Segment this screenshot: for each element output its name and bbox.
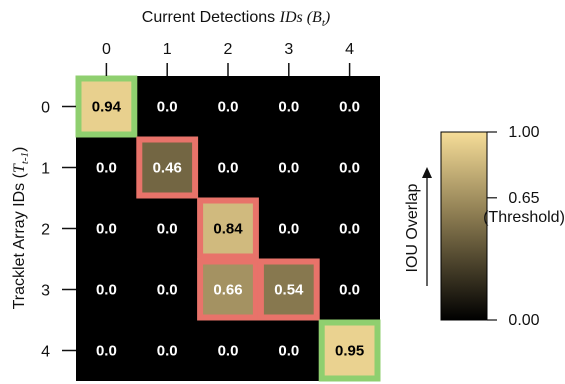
y-tick-label-2: 2 [41, 222, 50, 239]
cell-value-1-3: 0.0 [278, 160, 299, 177]
cell-value-3-4: 0.0 [339, 282, 360, 299]
colorbar-arrow-head [422, 167, 432, 178]
cell-value-2-2: 0.84 [213, 221, 243, 238]
cell-value-2-4: 0.0 [339, 221, 360, 238]
highlight-box-4-4 [318, 319, 381, 382]
cell-value-4-4: 0.95 [335, 343, 364, 360]
heatmap-cell-3-2 [197, 259, 259, 320]
colorbar [440, 131, 488, 321]
x-axis-ticks: 0 1 2 3 4 [102, 41, 354, 76]
heatmap-cell-3-3 [258, 259, 320, 320]
highlight-boxes [75, 75, 381, 382]
x-axis-title: Current Detections IDs (Bt) [142, 9, 330, 29]
x-tick-label-1: 1 [163, 41, 172, 58]
cell-value-3-2: 0.66 [213, 282, 242, 299]
cell-value-labels: 0.94 0.0 0.0 0.0 0.0 0.0 0.46 0.0 0.0 0.0 0.0 0.0 0.… [92, 99, 364, 360]
cell-value-4-1: 0.0 [157, 343, 178, 360]
colorbar-tick-label-0.65: 0.65 [508, 190, 539, 207]
cell-value-1-4: 0.0 [339, 160, 360, 177]
cell-value-2-0: 0.0 [96, 221, 117, 238]
y-axis-title: Tracklet Array IDs (Tt-1) [11, 147, 31, 310]
cell-value-0-1: 0.0 [157, 99, 178, 116]
cell-value-0-3: 0.0 [278, 99, 299, 116]
cell-value-3-3: 0.54 [274, 282, 304, 299]
cell-value-0-2: 0.0 [218, 99, 239, 116]
heatmap-cell-1-1 [136, 137, 198, 198]
cell-value-1-1: 0.46 [153, 160, 182, 177]
cell-value-4-2: 0.0 [218, 343, 239, 360]
heatmap-cell-0-0 [76, 76, 137, 137]
y-axis-ticks: 0 1 2 3 4 [41, 100, 76, 361]
colorbar-ticks: 1.00 0.65 (Threshold) 0.00 [483, 124, 565, 329]
colorbar-tick-label-0.00: 0.00 [508, 312, 539, 329]
highlight-box-3-2 [197, 258, 259, 321]
cell-value-1-0: 0.0 [96, 160, 117, 177]
cell-value-0-0: 0.94 [92, 99, 122, 116]
cell-value-3-1: 0.0 [157, 282, 178, 299]
cell-value-3-0: 0.0 [96, 282, 117, 299]
cell-value-1-2: 0.0 [218, 160, 239, 177]
x-tick-label-0: 0 [102, 41, 111, 58]
heatmap-cells [76, 76, 380, 381]
cell-value-0-4: 0.0 [339, 99, 360, 116]
highlight-box-2-2 [197, 197, 259, 260]
y-tick-label-1: 1 [41, 161, 50, 178]
cell-value-2-3: 0.0 [278, 221, 299, 238]
cell-value-4-3: 0.0 [278, 343, 299, 360]
cell-value-2-1: 0.0 [157, 221, 178, 238]
heatmap-cell-4-4 [319, 320, 380, 381]
y-tick-label-4: 4 [41, 344, 50, 361]
y-tick-label-3: 3 [41, 283, 50, 300]
highlight-box-3-3 [257, 258, 320, 321]
colorbar-threshold-label: (Threshold) [483, 209, 565, 226]
cell-value-4-0: 0.0 [96, 343, 117, 360]
y-tick-label-0: 0 [41, 100, 50, 117]
highlight-box-0-0 [75, 75, 138, 138]
x-tick-label-3: 3 [284, 41, 293, 58]
x-tick-label-2: 2 [224, 41, 233, 58]
colorbar-label: IOU Overlap [404, 183, 421, 272]
highlight-box-1-1 [136, 136, 199, 199]
colorbar-tick-label-1.00: 1.00 [508, 124, 539, 141]
x-tick-label-4: 4 [345, 41, 354, 58]
heatmap-cell-2-2 [197, 198, 259, 259]
